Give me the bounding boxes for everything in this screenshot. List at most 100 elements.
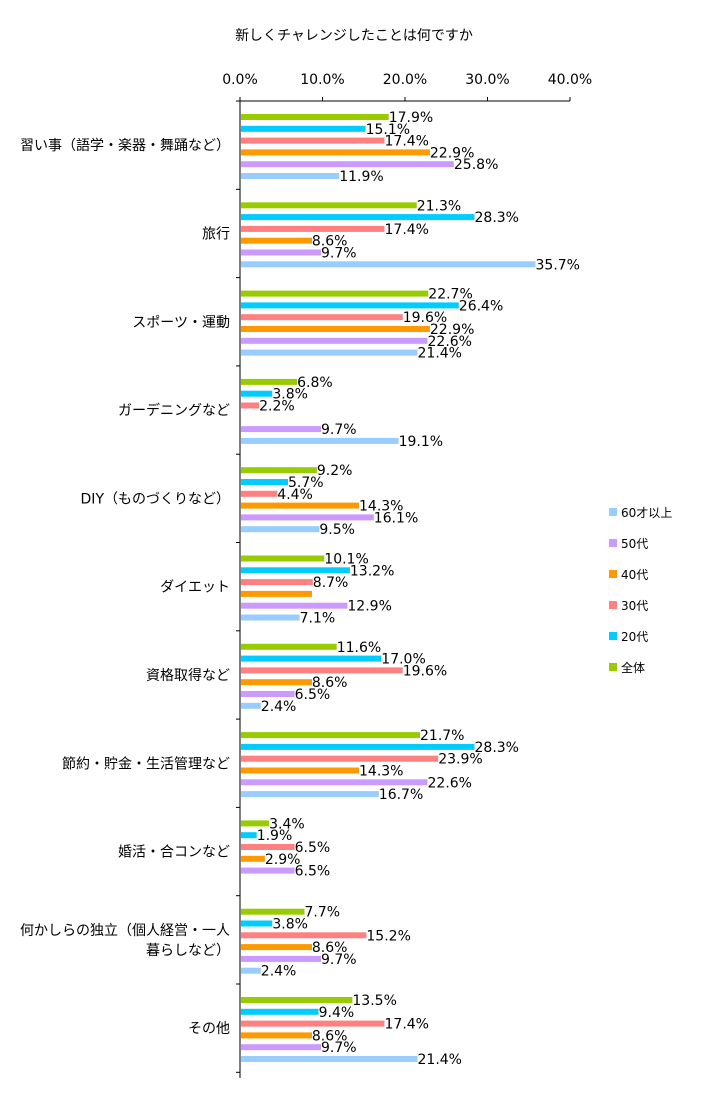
bar [241, 920, 273, 927]
bar [241, 514, 374, 521]
data-label: 23.9% [438, 752, 482, 768]
data-label: 4.4% [277, 487, 313, 503]
data-label: 2.4% [261, 964, 297, 980]
category-label: 暮らしなど） [146, 943, 230, 959]
data-label: 22.9% [430, 322, 474, 338]
bar [241, 602, 348, 609]
category-label: ダイエット [160, 580, 230, 596]
data-label: 3.8% [272, 917, 308, 933]
x-tick-label: 40.0% [548, 72, 592, 88]
data-label: 28.3% [475, 740, 519, 756]
data-label: 11.6% [337, 640, 381, 656]
data-label: 6.8% [297, 375, 333, 391]
axis-layer: 0.0% 10.0% 20.0% 30.0% 40.0% [222, 72, 592, 1078]
bar [241, 249, 321, 256]
data-label: 11.9% [339, 169, 383, 185]
x-tick-label: 0.0% [222, 72, 258, 88]
data-label: 12.9% [347, 599, 391, 615]
bar [241, 820, 270, 827]
bar [241, 1032, 312, 1039]
data-label: 13.5% [352, 993, 396, 1009]
bar [241, 114, 389, 120]
bar [241, 855, 265, 862]
data-label: 17.4% [385, 222, 429, 238]
bar [241, 667, 403, 674]
bar [241, 579, 313, 586]
bar [241, 467, 317, 474]
data-label: 22.6% [428, 775, 472, 791]
category-label: ガーデニングなど [118, 402, 230, 419]
data-label: 17.4% [385, 1017, 429, 1033]
category-label: スポーツ・運動 [132, 315, 230, 331]
bar [241, 767, 359, 774]
bar [241, 655, 382, 662]
data-label: 3.8% [272, 387, 308, 403]
category-label: その他 [188, 1021, 230, 1037]
bar [241, 290, 429, 297]
bar [241, 437, 399, 444]
legend-swatch [609, 570, 617, 578]
bar [241, 337, 428, 344]
bar [241, 137, 385, 144]
x-tick-label: 20.0% [383, 72, 427, 88]
chart-title: 新しくチャレンジしたことは何ですか [235, 28, 473, 44]
bar [241, 1008, 319, 1015]
data-label: 9.7% [321, 422, 357, 438]
data-label: 21.4% [418, 346, 462, 362]
data-label: 7.1% [300, 611, 336, 627]
bar [241, 526, 320, 533]
data-label: 19.6% [403, 310, 447, 326]
bar [241, 261, 536, 268]
data-label: 6.5% [295, 840, 331, 856]
category-label: 資格取得など [146, 667, 230, 684]
category-label: 婚活・合コンなど [118, 845, 230, 861]
legend-label: 50代 [621, 537, 648, 551]
bar [241, 691, 295, 697]
data-label: 6.5% [295, 864, 331, 880]
data-label: 7.7% [305, 905, 341, 921]
bar [241, 225, 385, 232]
data-label: 2.4% [261, 699, 297, 715]
bar [241, 1020, 385, 1027]
data-label: 8.6% [312, 675, 348, 691]
data-label: 17.4% [385, 134, 429, 150]
data-label: 8.7% [313, 575, 349, 591]
bar [241, 567, 350, 574]
bar [241, 214, 475, 221]
data-label: 9.2% [317, 463, 353, 479]
bar [241, 237, 312, 244]
data-label: 9.5% [319, 522, 355, 538]
x-tick-label: 30.0% [465, 72, 509, 88]
data-label: 8.6% [312, 234, 348, 250]
bar [241, 390, 273, 397]
category-label: 何かしらの独立（個人経営・一人 [20, 923, 230, 939]
bar [241, 867, 295, 874]
category-label: 習い事（語学・楽器・舞踊など） [20, 138, 230, 154]
data-label: 9.7% [321, 952, 357, 968]
bar [241, 502, 359, 509]
bar [241, 944, 312, 951]
data-label: 9.7% [321, 246, 357, 262]
bar [241, 202, 417, 209]
data-label: 15.2% [366, 928, 410, 944]
data-label: 9.7% [321, 1040, 357, 1056]
bar [241, 125, 366, 132]
legend-label: 全体 [621, 660, 645, 675]
data-label: 14.3% [359, 764, 403, 780]
bar [241, 679, 312, 686]
bar [241, 314, 403, 321]
data-label: 2.9% [265, 852, 301, 868]
category-label: DIY（ものづくりなど） [81, 491, 230, 507]
data-label: 16.7% [379, 787, 423, 803]
bar [241, 614, 300, 621]
data-label: 35.7% [536, 257, 580, 273]
data-label: 15.1% [366, 122, 410, 138]
data-label: 8.6% [312, 1028, 348, 1044]
x-tick-label: 10.0% [300, 72, 344, 88]
bar [241, 932, 367, 939]
legend-label: 20代 [621, 630, 648, 644]
bars-layer [241, 114, 536, 1062]
data-label: 2.2% [259, 399, 295, 415]
bar [241, 955, 321, 962]
